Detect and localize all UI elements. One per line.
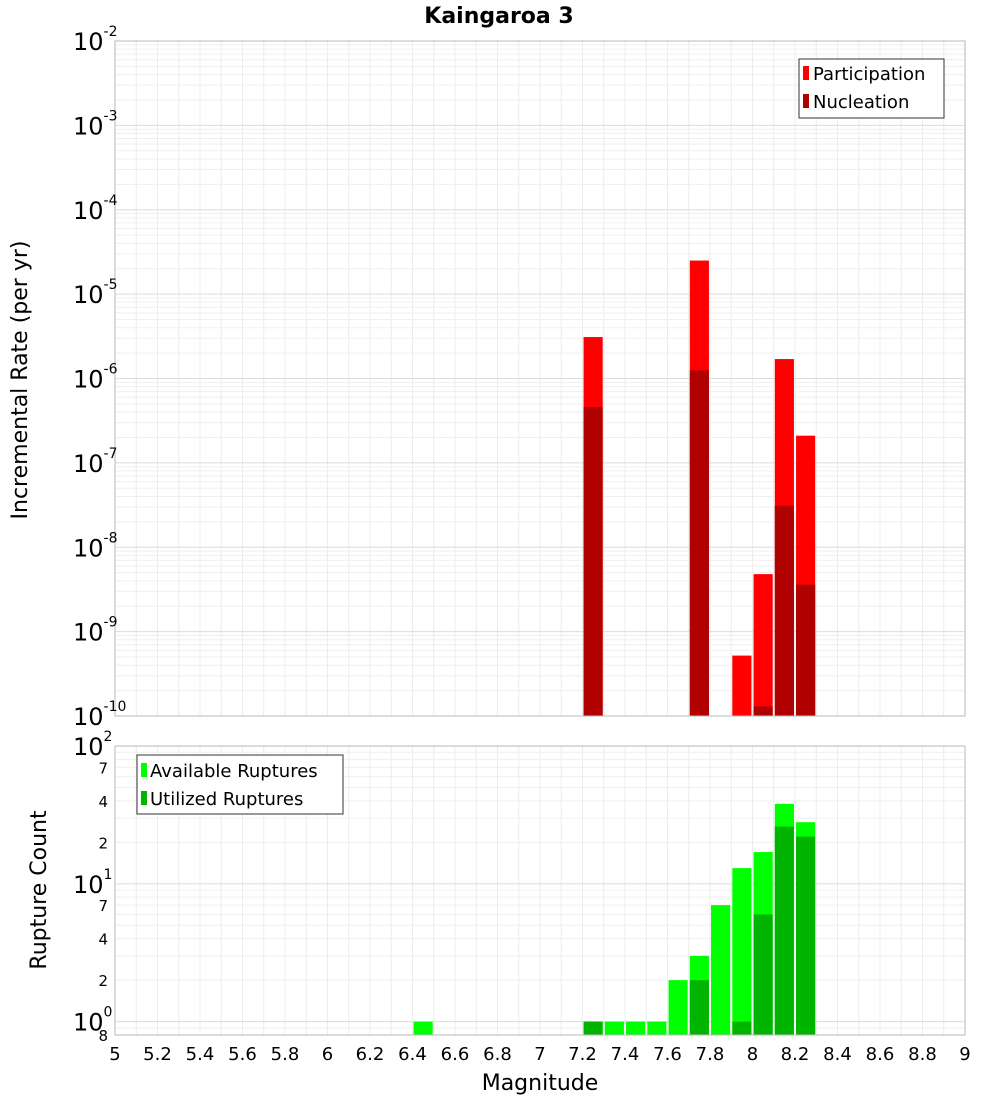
x-tick-label: 5 bbox=[109, 1044, 120, 1065]
rate-bar-participation-7-95 bbox=[732, 655, 752, 716]
rate-legend-box bbox=[798, 58, 945, 119]
count-legend: Available Ruptures Utilized Ruptures bbox=[136, 754, 344, 815]
rate-legend: Participation Nucleation bbox=[798, 58, 945, 119]
participation-legend-swatch bbox=[803, 66, 809, 80]
count-y-minor-tick-label: 8 bbox=[98, 1027, 108, 1045]
rate-bar-nucleation-7-25 bbox=[583, 406, 603, 716]
count-bar-utilized-ruptures-7-25 bbox=[583, 1021, 603, 1035]
rate-y-axis-label: Incremental Rate (per yr) bbox=[8, 241, 33, 520]
count-y-ticks: 100 101 102 8 2 4 7 2 4 7 bbox=[73, 729, 112, 1045]
count-y-minor-tick-label: 2 bbox=[98, 972, 108, 990]
rate-bar-nucleation-8-05 bbox=[753, 706, 773, 716]
x-tick-label: 8.4 bbox=[823, 1044, 852, 1065]
x-tick-label: 5.6 bbox=[228, 1044, 257, 1065]
count-bar-available-ruptures-7-45 bbox=[626, 1021, 646, 1035]
count-bar-available-ruptures-7-85 bbox=[711, 905, 731, 1035]
x-tick-label: 7.6 bbox=[653, 1044, 682, 1065]
x-tick-label: 7.4 bbox=[611, 1044, 640, 1065]
utilized-legend-label: Utilized Ruptures bbox=[150, 789, 303, 810]
x-tick-label: 6.6 bbox=[441, 1044, 470, 1065]
utilized-legend-swatch bbox=[141, 791, 147, 805]
x-tick-label: 8.6 bbox=[866, 1044, 895, 1065]
x-tick-label: 5.2 bbox=[143, 1044, 172, 1065]
x-tick-label: 7 bbox=[534, 1044, 545, 1065]
rate-grid bbox=[114, 40, 966, 717]
nucleation-legend-label: Nucleation bbox=[813, 92, 909, 113]
x-tick-label: 6.8 bbox=[483, 1044, 512, 1065]
x-tick-label: 7.8 bbox=[696, 1044, 725, 1065]
rate-y-tick-label: 10-9 bbox=[73, 615, 118, 647]
count-y-minor-tick-label: 4 bbox=[98, 931, 108, 949]
count-y-minor-tick-label: 2 bbox=[98, 834, 108, 852]
count-bar-utilized-ruptures-8-05 bbox=[753, 914, 773, 1035]
count-y-tick-label: 100 bbox=[73, 1005, 112, 1037]
x-ticks: 5 5.2 5.4 5.6 5.8 6 6.2 6.4 6.6 6.8 7 7.2 7.4 7.6 7.8 8… bbox=[109, 1044, 970, 1065]
rate-bars bbox=[583, 260, 816, 716]
x-tick-label: 9 bbox=[959, 1044, 970, 1065]
count-bar-available-ruptures-7-65 bbox=[668, 980, 688, 1035]
x-tick-label: 5.8 bbox=[271, 1044, 300, 1065]
count-bar-utilized-ruptures-8-25 bbox=[796, 836, 816, 1035]
x-tick-label: 6.2 bbox=[356, 1044, 385, 1065]
available-legend-swatch bbox=[141, 763, 147, 777]
count-bar-available-ruptures-6-45 bbox=[413, 1021, 433, 1035]
count-y-tick-label: 101 bbox=[73, 867, 112, 899]
rate-y-tick-label: 10-8 bbox=[73, 530, 118, 562]
rate-y-tick-label: 10-10 bbox=[73, 699, 126, 731]
rate-plot-border bbox=[114, 40, 966, 717]
count-plot-border bbox=[114, 745, 966, 1036]
rate-bar-nucleation-8-25 bbox=[796, 584, 816, 716]
x-axis-label: Magnitude bbox=[482, 1071, 599, 1096]
rate-bar-participation-8-05 bbox=[753, 574, 773, 716]
count-bar-utilized-ruptures-7-95 bbox=[732, 1021, 752, 1035]
rate-y-tick-label: 10-3 bbox=[73, 108, 118, 140]
count-bar-available-ruptures-7-55 bbox=[647, 1021, 667, 1035]
count-panel: 100 101 102 8 2 4 7 2 4 7 5 5.2 5.4 5.6 5.8 6 6.2 6.4 6.6… bbox=[27, 729, 971, 1096]
count-bar-available-ruptures-7-35 bbox=[604, 1021, 624, 1035]
participation-legend-label: Participation bbox=[813, 64, 925, 85]
rate-y-tick-label: 10-6 bbox=[73, 362, 118, 394]
count-y-minor-tick-label: 4 bbox=[98, 793, 108, 811]
available-legend-label: Available Ruptures bbox=[150, 761, 318, 782]
rate-y-tick-label: 10-4 bbox=[73, 193, 118, 225]
count-y-minor-tick-label: 7 bbox=[98, 897, 108, 915]
count-y-minor-tick-label: 7 bbox=[98, 759, 108, 777]
chart-title: Kaingaroa 3 bbox=[424, 4, 573, 29]
rate-panel: 10-10 10-9 10-8 10-7 10-6 10-5 10-4 10-3 10-2 In… bbox=[8, 24, 966, 731]
x-tick-label: 8 bbox=[747, 1044, 758, 1065]
x-tick-label: 7.2 bbox=[568, 1044, 597, 1065]
rate-y-tick-label: 10-5 bbox=[73, 277, 118, 309]
x-tick-label: 5.4 bbox=[186, 1044, 215, 1065]
rate-y-tick-label: 10-7 bbox=[73, 446, 118, 478]
count-legend-box bbox=[136, 754, 344, 815]
x-tick-label: 8.2 bbox=[781, 1044, 810, 1065]
count-y-axis-label: Rupture Count bbox=[27, 810, 52, 970]
rate-y-ticks: 10-10 10-9 10-8 10-7 10-6 10-5 10-4 10-3 10-2 bbox=[73, 24, 126, 731]
rate-y-tick-label: 10-2 bbox=[73, 24, 118, 56]
nucleation-legend-swatch bbox=[803, 94, 809, 108]
x-tick-label: 8.8 bbox=[908, 1044, 937, 1065]
count-bar-utilized-ruptures-8-15 bbox=[774, 826, 794, 1035]
count-bars bbox=[413, 803, 816, 1035]
count-bar-available-ruptures-7-95 bbox=[732, 868, 752, 1035]
rate-bar-nucleation-7-75 bbox=[689, 370, 709, 716]
x-tick-label: 6 bbox=[322, 1044, 333, 1065]
x-tick-label: 6.4 bbox=[398, 1044, 427, 1065]
rate-bar-nucleation-8-15 bbox=[774, 505, 794, 716]
count-y-tick-label: 102 bbox=[73, 729, 112, 761]
count-bar-utilized-ruptures-7-75 bbox=[689, 980, 709, 1035]
